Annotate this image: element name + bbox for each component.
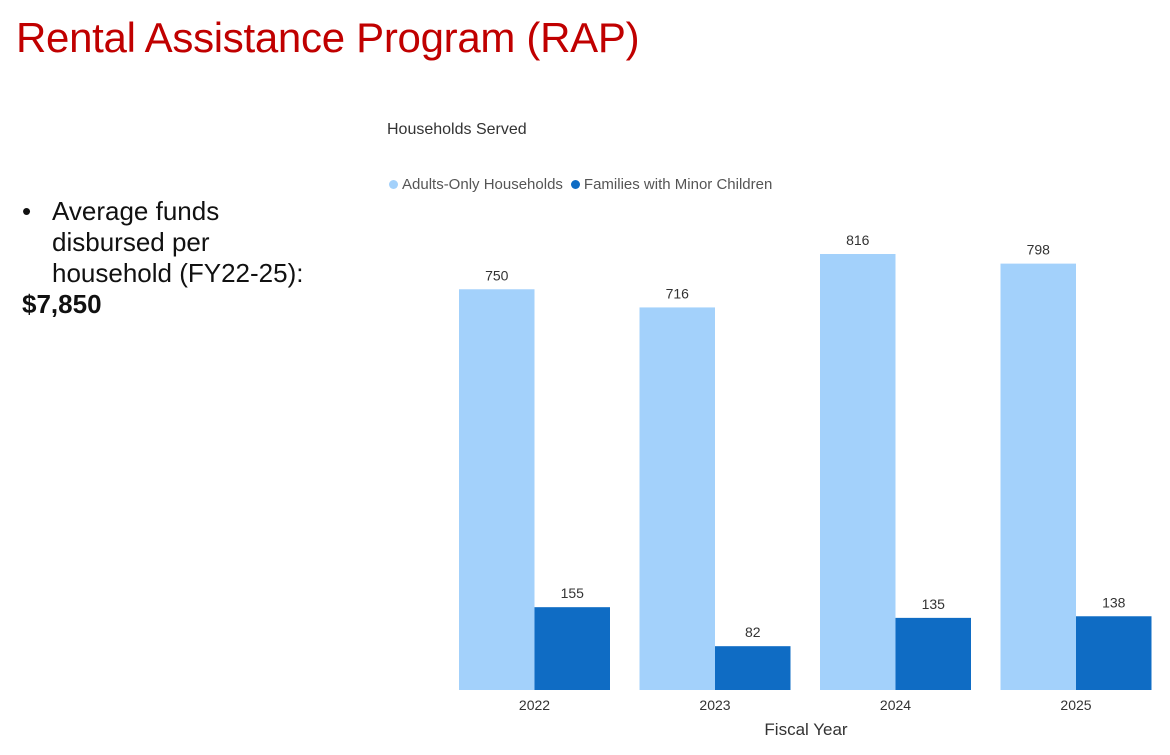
legend-label-families: Families with Minor Children	[583, 176, 773, 193]
data-label-adults-only-2024: 816	[846, 232, 870, 248]
legend-item-families[interactable]: Families with Minor Children	[570, 176, 773, 193]
data-label-adults-only-2025: 798	[1027, 242, 1051, 258]
bar-families-2025	[1076, 616, 1152, 690]
bar-families-2022	[534, 607, 610, 690]
bar-adults-only-2023	[639, 307, 715, 690]
bullet-amount: $7,850	[22, 289, 102, 319]
bullet-text: Average funds disbursed per household (F…	[52, 196, 304, 288]
legend-swatch-adults-only	[389, 180, 398, 189]
page-title: Rental Assistance Program (RAP)	[16, 14, 640, 61]
data-label-families-2024: 135	[922, 596, 946, 612]
data-label-families-2023: 82	[745, 624, 761, 640]
legend-item-adults-only[interactable]: Adults-Only Households	[389, 176, 563, 193]
x-tick-label-2024: 2024	[880, 697, 911, 713]
x-tick-label-2022: 2022	[519, 697, 550, 713]
data-label-families-2025: 138	[1102, 594, 1126, 610]
x-tick-label-2023: 2023	[699, 697, 730, 713]
bullet-marker: •	[22, 196, 32, 226]
bar-adults-only-2025	[1000, 263, 1076, 690]
bar-adults-only-2024	[820, 254, 896, 690]
x-axis-title: Fiscal Year	[764, 720, 848, 739]
bar-families-2024	[895, 617, 971, 690]
chart-title: Households Served	[387, 121, 527, 138]
bullet-point: • Average funds disbursed per household …	[22, 196, 322, 320]
legend-swatch-families	[570, 180, 580, 189]
bar-adults-only-2022	[459, 289, 535, 690]
data-label-adults-only-2022: 750	[485, 267, 509, 283]
chart-legend: Adults-Only Households Families with Min…	[389, 176, 780, 193]
data-label-families-2022: 155	[561, 585, 585, 601]
data-label-adults-only-2023: 716	[666, 285, 690, 301]
x-tick-label-2025: 2025	[1060, 697, 1091, 713]
bar-families-2023	[715, 646, 791, 690]
legend-label-adults-only: Adults-Only Households	[402, 176, 563, 193]
